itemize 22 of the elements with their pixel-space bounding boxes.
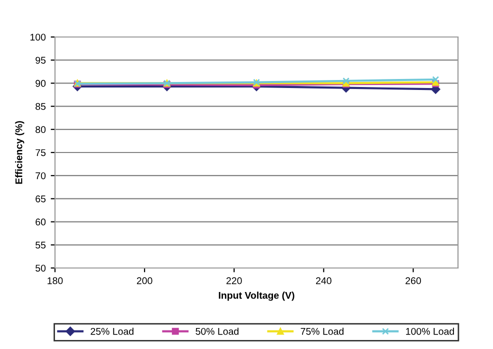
x-tick-label: 200 <box>136 277 152 284</box>
x-tick-label: 260 <box>406 277 421 284</box>
y-tick-label: 50 <box>36 264 46 272</box>
y-tick-label: 75 <box>36 149 46 156</box>
y-tick-label: 95 <box>36 56 46 64</box>
legend-label: 50% Load <box>196 328 238 335</box>
y-axis-title: Efficiency (%) <box>15 121 24 184</box>
legend-label: 75% Load <box>300 328 344 335</box>
y-tick-label: 100 <box>30 34 46 41</box>
y-tick-label: 80 <box>36 126 46 134</box>
x-axis-title: Input Voltage (V) <box>218 292 294 301</box>
x-tick-label: 240 <box>316 277 332 284</box>
y-tick-label: 60 <box>36 218 46 226</box>
x-tick-label: 180 <box>48 277 63 284</box>
y-tick-label: 90 <box>36 80 46 87</box>
y-tick-label: 70 <box>36 172 46 180</box>
y-tick-label: 55 <box>36 242 46 249</box>
y-tick-label: 85 <box>36 103 46 110</box>
legend-label: 100% Load <box>406 328 454 335</box>
legend-label: 25% Load <box>90 328 134 335</box>
y-tick-label: 65 <box>36 195 46 202</box>
x-tick-label: 220 <box>226 277 242 284</box>
